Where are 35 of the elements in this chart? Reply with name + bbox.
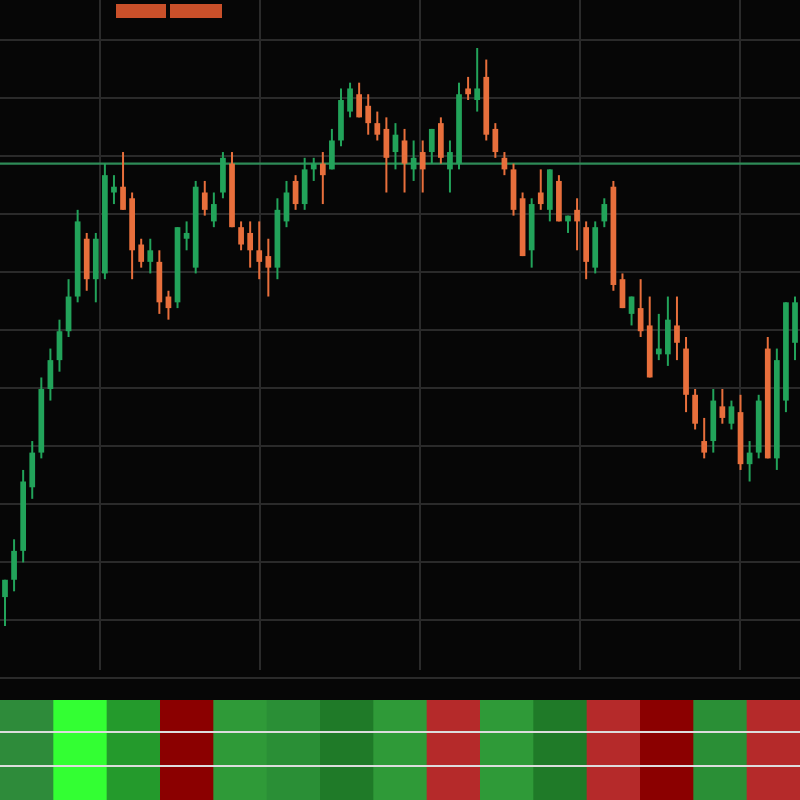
candlestick	[683, 336, 689, 414]
candlestick	[428, 127, 435, 165]
candlestick	[83, 231, 90, 292]
candlestick	[583, 220, 590, 281]
candlestick	[674, 295, 680, 362]
candlestick	[556, 174, 562, 223]
candlestick	[601, 197, 608, 229]
candlestick	[310, 156, 317, 182]
candlestick	[719, 388, 726, 425]
candlestick	[710, 388, 717, 454]
candlestick	[728, 399, 735, 431]
candlestick	[546, 168, 553, 223]
candlestick	[574, 197, 580, 252]
candlestick	[256, 220, 263, 281]
candlestick	[2, 578, 8, 627]
candlestick	[701, 416, 708, 460]
candlestick	[592, 220, 599, 275]
candlestick	[11, 538, 17, 593]
candlestick	[301, 156, 308, 211]
candlestick	[329, 127, 335, 171]
candlestick	[183, 220, 190, 252]
candlestick	[528, 197, 535, 269]
candlestick	[692, 388, 698, 431]
candlestick	[147, 237, 154, 275]
candlestick	[537, 168, 544, 211]
candlestick	[201, 179, 208, 217]
candlestick	[319, 151, 326, 206]
candlestick	[220, 151, 226, 200]
candlestick	[419, 139, 426, 194]
candlestick	[438, 116, 444, 165]
candlestick	[401, 127, 408, 194]
candlestick	[374, 110, 381, 142]
candlestick	[210, 191, 217, 229]
candlestick	[474, 47, 481, 113]
candlestick	[465, 75, 471, 102]
